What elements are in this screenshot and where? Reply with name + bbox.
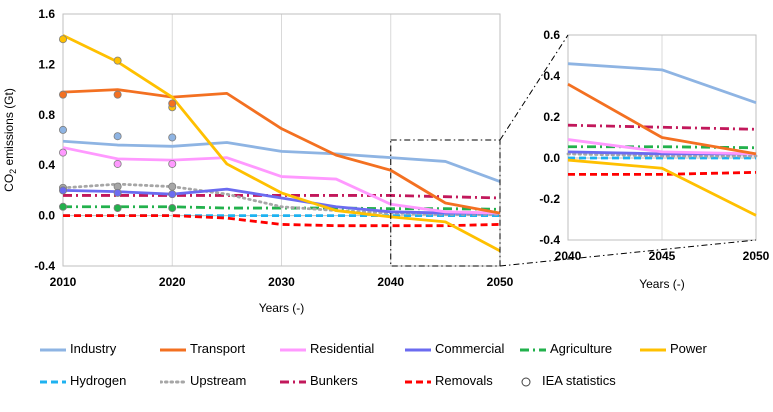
series-line-upstream	[566, 152, 758, 158]
legend-swatch-transport	[160, 348, 186, 352]
iea-marker-transport	[168, 99, 177, 108]
x-tick-label: 2045	[649, 249, 676, 263]
zoom-connector-bottom	[499, 239, 757, 267]
series-line-power	[567, 158, 757, 217]
y-tick-label: 0.6	[543, 28, 560, 42]
y-tick-label: 0.0	[543, 151, 560, 165]
legend-label: Industry	[70, 341, 117, 356]
iea-marker-commercial	[168, 190, 177, 199]
legend-swatch-power	[640, 348, 666, 352]
legend-swatch-industry	[40, 348, 66, 352]
series-line-power	[62, 34, 501, 253]
x-tick-label: 2040	[377, 275, 404, 289]
iea-marker-industry	[59, 125, 68, 134]
series-line-upstream	[61, 182, 502, 216]
series-line-removals	[63, 214, 501, 228]
legend-swatch-bunkers	[280, 380, 306, 384]
x-tick-label: 2010	[50, 275, 77, 289]
legend: Industry Transport Residential Commercial Ag…	[0, 330, 773, 412]
y-tick-label: -0.2	[539, 192, 560, 206]
y-tick-label: 0.2	[543, 110, 560, 124]
y-tick-label: -0.4	[34, 259, 55, 273]
iea-marker-industry	[113, 132, 122, 141]
iea-marker-residential	[59, 148, 68, 157]
series-line-commercial	[62, 187, 500, 215]
iea-marker-power	[59, 35, 68, 44]
legend-swatch-removals	[405, 380, 431, 384]
legend-label: Power	[670, 341, 707, 356]
series-line-bunkers	[63, 194, 501, 200]
y-tick-label: -0.4	[539, 233, 560, 247]
iea-marker-residential	[113, 159, 122, 168]
iea-marker-agriculture	[113, 204, 122, 213]
legend-label: Residential	[310, 341, 375, 356]
series-line-residential	[62, 146, 501, 215]
iea-marker-agriculture	[168, 204, 177, 213]
iea-marker-power	[113, 56, 122, 65]
main-chart: -0.4 0.0 0.4 0.8 1.2 1.6 2010 2020 2030 2040 2050 Y…	[2, 7, 514, 315]
legend-marker-icon	[521, 377, 531, 387]
x-tick-label: 2030	[268, 275, 295, 289]
iea-marker-transport	[59, 90, 68, 99]
legend-swatch-agriculture	[520, 348, 546, 352]
legend-swatch-commercial	[405, 348, 431, 352]
iea-marker-upstream	[168, 182, 177, 191]
y-tick-label: 1.6	[38, 7, 55, 21]
y-tick-label: 0.4	[38, 158, 55, 172]
legend-swatch-residential	[280, 348, 306, 352]
zoom-connector-top	[499, 34, 569, 141]
legend-label: Commercial	[435, 341, 505, 356]
series-line-industry	[62, 139, 501, 183]
x-axis-label: Years (-)	[639, 277, 685, 291]
legend-label: Transport	[190, 341, 246, 356]
series-line-bunkers	[567, 123, 757, 131]
plot-frame	[567, 34, 757, 241]
zoom-connectors	[390, 34, 757, 267]
y-axis-label: CO2 emissions (Gt)	[2, 88, 18, 192]
series-line-transport	[62, 88, 501, 215]
iea-marker-commercial	[59, 186, 68, 195]
y-tick-label: 0.4	[543, 69, 560, 83]
iea-marker-industry	[168, 133, 177, 142]
legend-label: Agriculture	[550, 341, 613, 356]
x-tick-label: 2040	[555, 249, 582, 263]
legend-label: Bunkers	[310, 373, 358, 388]
legend-label: Hydrogen	[70, 373, 127, 388]
series-line-industry	[567, 62, 757, 104]
series-line-residential	[567, 138, 757, 156]
legend-label: Upstream	[190, 373, 247, 388]
y-tick-label: 1.2	[38, 57, 55, 71]
x-tick-label: 2020	[159, 275, 186, 289]
series-line-transport	[567, 82, 757, 156]
iea-marker-transport	[113, 90, 122, 99]
iea-marker-residential	[168, 159, 177, 168]
x-tick-label: 2050	[743, 249, 770, 263]
legend-label: IEA statistics	[542, 373, 616, 388]
y-tick-label: 0.0	[38, 209, 55, 223]
y-tick-label: 0.8	[38, 108, 55, 122]
legend-swatch-iea-statistics	[521, 377, 531, 387]
legend-swatch-hydrogen	[40, 380, 66, 384]
iea-marker-agriculture	[59, 202, 68, 211]
x-tick-label: 2050	[487, 275, 514, 289]
inset-chart: -0.4 -0.2 0.0 0.2 0.4 0.6 2040 2045 2050 Years (-…	[539, 28, 769, 291]
legend-swatch-upstream	[160, 380, 186, 384]
series-line-removals	[568, 170, 757, 176]
zoom-box	[390, 139, 501, 267]
legend-label: Removals	[435, 373, 493, 388]
iea-marker-commercial	[113, 188, 122, 197]
x-axis-label: Years (-)	[259, 301, 305, 315]
